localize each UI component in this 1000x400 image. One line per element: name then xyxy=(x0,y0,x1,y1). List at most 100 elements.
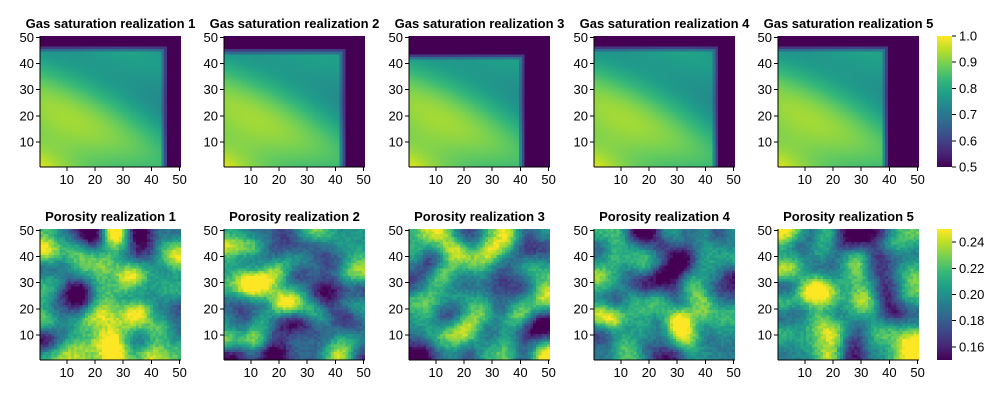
panel-title: Porosity realization 1 xyxy=(45,209,176,224)
colorbar-tick-label: 0.16 xyxy=(959,339,984,354)
y-tick-label: 50 xyxy=(574,30,588,45)
gas-saturation-heatmap xyxy=(778,36,919,167)
y-tick-label: 40 xyxy=(204,249,218,264)
x-tick-label: 50 xyxy=(910,365,924,380)
y-tick-label: 20 xyxy=(204,108,218,123)
y-tick-label: 40 xyxy=(758,249,772,264)
x-tick-label: 30 xyxy=(485,172,499,187)
y-tick-label: 10 xyxy=(20,135,34,150)
x-tick-label: 50 xyxy=(356,365,370,380)
x-tick-label: 40 xyxy=(698,172,712,187)
y-tick-label: 20 xyxy=(389,301,403,316)
x-tick-label: 40 xyxy=(513,365,527,380)
x-tick-label: 10 xyxy=(429,365,443,380)
x-tick-label: 30 xyxy=(854,365,868,380)
y-tick-label: 40 xyxy=(389,249,403,264)
y-tick-label: 50 xyxy=(758,223,772,238)
y-tick-label: 50 xyxy=(20,223,34,238)
panel-title: Gas saturation realization 1 xyxy=(26,16,196,31)
y-tick-label: 30 xyxy=(20,275,34,290)
colorbar-tick-label: 0.9 xyxy=(959,55,977,70)
y-tick-label: 20 xyxy=(574,301,588,316)
x-tick-label: 50 xyxy=(726,365,740,380)
y-tick-label: 40 xyxy=(204,56,218,71)
x-tick-label: 50 xyxy=(356,172,370,187)
colorbar-tick-label: 0.24 xyxy=(959,235,984,250)
colorbar-tick-label: 0.22 xyxy=(959,261,984,276)
x-tick-label: 40 xyxy=(882,365,896,380)
porosity-heatmap xyxy=(40,229,181,360)
x-tick-label: 40 xyxy=(698,365,712,380)
panel-title: Porosity realization 4 xyxy=(599,209,731,224)
y-tick-label: 40 xyxy=(758,56,772,71)
y-tick-label: 30 xyxy=(758,275,772,290)
x-tick-label: 20 xyxy=(88,172,102,187)
colorbar-tick-label: 0.8 xyxy=(959,81,977,96)
y-tick-label: 20 xyxy=(20,108,34,123)
x-tick-label: 40 xyxy=(513,172,527,187)
y-tick-label: 10 xyxy=(574,135,588,150)
y-tick-label: 10 xyxy=(20,328,34,343)
y-tick-label: 30 xyxy=(574,275,588,290)
y-tick-label: 40 xyxy=(574,56,588,71)
porosity-heatmap xyxy=(224,229,365,360)
x-tick-label: 50 xyxy=(541,365,555,380)
x-tick-label: 30 xyxy=(116,365,130,380)
panel-title: Gas saturation realization 5 xyxy=(764,16,934,31)
y-tick-label: 10 xyxy=(389,328,403,343)
panel-title: Porosity realization 2 xyxy=(229,209,360,224)
x-tick-label: 50 xyxy=(910,172,924,187)
x-tick-label: 40 xyxy=(328,365,342,380)
y-tick-label: 30 xyxy=(389,82,403,97)
y-tick-label: 50 xyxy=(574,223,588,238)
porosity-heatmap xyxy=(409,229,550,360)
gas-saturation-heatmap xyxy=(594,36,735,167)
y-tick-label: 10 xyxy=(204,135,218,150)
x-tick-label: 50 xyxy=(172,365,186,380)
y-tick-label: 10 xyxy=(758,135,772,150)
x-tick-label: 10 xyxy=(429,172,443,187)
y-tick-label: 10 xyxy=(204,328,218,343)
x-tick-label: 40 xyxy=(328,172,342,187)
x-tick-label: 20 xyxy=(272,365,286,380)
panel-title: Gas saturation realization 3 xyxy=(395,16,565,31)
colorbar-tick-label: 0.18 xyxy=(959,313,984,328)
y-tick-label: 40 xyxy=(20,249,34,264)
x-tick-label: 40 xyxy=(144,172,158,187)
y-tick-label: 10 xyxy=(574,328,588,343)
x-tick-label: 30 xyxy=(670,172,684,187)
gas-saturation-heatmap xyxy=(224,36,365,167)
gas-saturation-heatmap xyxy=(409,36,550,167)
colorbar-tick-label: 0.5 xyxy=(959,160,977,175)
porosity-heatmap xyxy=(594,229,735,360)
x-tick-label: 20 xyxy=(457,172,471,187)
x-tick-label: 20 xyxy=(642,172,656,187)
y-tick-label: 30 xyxy=(204,275,218,290)
panel-title: Porosity realization 3 xyxy=(414,209,545,224)
y-tick-label: 20 xyxy=(574,108,588,123)
y-tick-label: 30 xyxy=(758,82,772,97)
y-tick-label: 20 xyxy=(758,108,772,123)
y-tick-label: 30 xyxy=(389,275,403,290)
y-tick-label: 30 xyxy=(20,82,34,97)
y-tick-label: 50 xyxy=(758,30,772,45)
panel-title: Porosity realization 5 xyxy=(783,209,914,224)
x-tick-label: 20 xyxy=(642,365,656,380)
colorbar-tick-label: 0.7 xyxy=(959,107,977,122)
x-tick-label: 50 xyxy=(172,172,186,187)
y-tick-label: 40 xyxy=(574,249,588,264)
x-tick-label: 10 xyxy=(798,365,812,380)
x-tick-label: 10 xyxy=(60,172,74,187)
x-tick-label: 30 xyxy=(116,172,130,187)
y-tick-label: 20 xyxy=(389,108,403,123)
colorbar-tick-label: 1.0 xyxy=(959,29,977,44)
x-tick-label: 20 xyxy=(272,172,286,187)
x-tick-label: 10 xyxy=(60,365,74,380)
x-tick-label: 30 xyxy=(670,365,684,380)
x-tick-label: 10 xyxy=(614,172,628,187)
y-tick-label: 50 xyxy=(20,30,34,45)
x-tick-label: 10 xyxy=(614,365,628,380)
y-tick-label: 30 xyxy=(204,82,218,97)
y-tick-label: 50 xyxy=(389,30,403,45)
